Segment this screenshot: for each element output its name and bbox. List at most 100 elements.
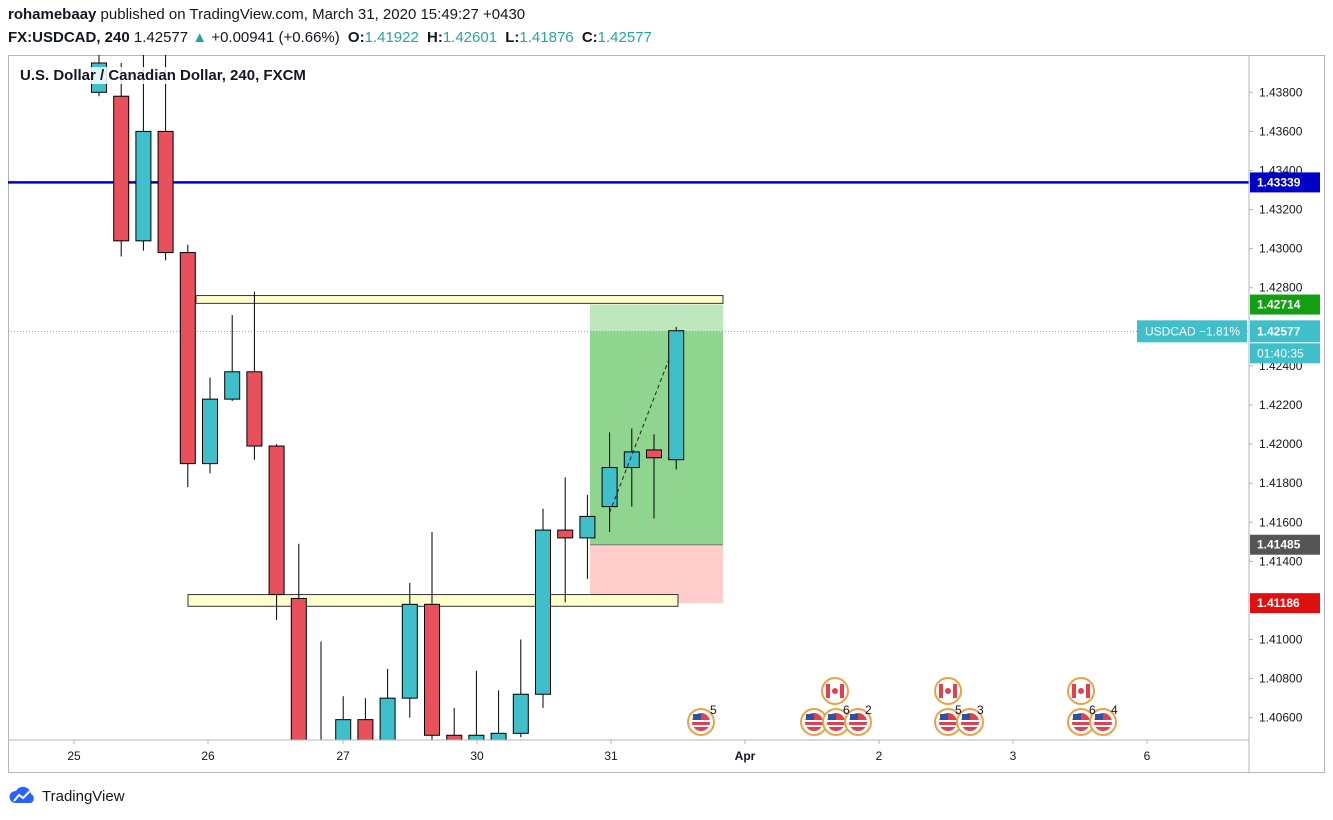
candle-body — [314, 767, 329, 768]
us-flag-icon — [687, 708, 715, 736]
us-flag-icon-canton — [806, 714, 814, 720]
price-label-target-box — [1250, 294, 1320, 315]
last-price: 1.42577 — [133, 29, 189, 46]
us-flag-icon-stripe — [1072, 720, 1090, 722]
candle-body — [246, 371, 263, 447]
candle — [601, 432, 618, 533]
y-tick-label: 1.43600 — [1259, 124, 1303, 138]
candle-body — [512, 693, 529, 734]
us-flag-icon-stripe — [692, 720, 710, 722]
us-flag-icon — [822, 708, 850, 736]
candle — [113, 63, 130, 257]
candle-body — [490, 732, 507, 740]
y-tick-label: 1.43200 — [1259, 203, 1303, 217]
countdown-box — [1250, 343, 1320, 364]
us-flag-icon — [1089, 708, 1117, 736]
candle-body — [224, 371, 241, 400]
canada-flag-icon-leaf — [945, 688, 951, 694]
published-text: published on TradingView.com, March 31, … — [100, 6, 526, 23]
event-count-label: 5 — [710, 703, 717, 717]
us-flag-icon — [956, 708, 984, 736]
x-tick-label: Apr — [735, 749, 756, 763]
candle-body — [379, 697, 396, 740]
price-label-target: 1.42714 — [1257, 298, 1301, 312]
us-flag-icon-stripe — [939, 725, 957, 727]
candle — [557, 477, 574, 603]
candle-body — [335, 719, 352, 740]
canada-flag-icon-leaf — [1078, 688, 1084, 694]
symbol-change-box — [1137, 320, 1247, 343]
publish-info: rohamebaay published on TradingView.com,… — [8, 6, 525, 23]
high-label: H: — [427, 29, 443, 46]
candle-body — [557, 529, 574, 539]
y-tick-label: 1.40600 — [1259, 711, 1303, 725]
event-count-label: 5 — [955, 703, 962, 717]
candle-body — [468, 734, 485, 740]
canada-flag-icon-bar — [840, 684, 844, 698]
low-label: L: — [505, 29, 520, 46]
canada-flag-icon-bar — [1072, 684, 1076, 698]
candle — [135, 55, 152, 251]
countdown-label: 01:40:35 — [1257, 346, 1304, 360]
candle-body — [446, 734, 463, 740]
symbol-label: FX:USDCAD, 240 — [8, 29, 130, 46]
events-layer: 5 6 2 5 3 6 4 — [687, 677, 1118, 736]
resistance-zone — [195, 295, 724, 304]
candle-body — [179, 252, 196, 465]
us-flag-icon-stripe — [827, 720, 845, 722]
candle — [157, 55, 174, 261]
candle-body — [668, 330, 685, 461]
canada-flag-icon-bar — [826, 684, 830, 698]
tradingview-logo[interactable]: TradingView — [8, 786, 125, 806]
candle-body — [157, 130, 174, 254]
us-flag-icon-stripe — [1094, 720, 1112, 722]
y-tick-label: 1.42800 — [1259, 281, 1303, 295]
x-tick-label: 3 — [1010, 749, 1017, 763]
candle — [446, 707, 463, 740]
symbol-ohlc-line: FX:USDCAD, 240 1.42577 ▲ +0.00941 (+0.66… — [8, 29, 652, 46]
canada-flag-icon — [934, 677, 962, 705]
us-flag-icon-canton — [693, 714, 701, 720]
candle — [290, 543, 307, 740]
candle-body — [113, 95, 130, 242]
candle-body — [268, 445, 285, 596]
us-flag-icon-stripe — [827, 725, 845, 727]
candle — [357, 698, 374, 740]
event-count-label: 4 — [1111, 703, 1118, 717]
us-flag-icon-canton — [828, 714, 836, 720]
price-label-stop-box — [1250, 593, 1320, 614]
us-flag-icon-canton — [962, 714, 970, 720]
open-label: O: — [347, 29, 365, 46]
candle — [314, 641, 329, 768]
canada-flag-icon — [821, 677, 849, 705]
price-label-blue-line-box — [1250, 172, 1320, 193]
y-tick-label: 1.42200 — [1259, 398, 1303, 412]
event-count-label: 2 — [865, 703, 872, 717]
y-tick-label: 1.41000 — [1259, 633, 1303, 647]
us-flag-icon-stripe — [939, 720, 957, 722]
tradingview-cloud-icon — [9, 786, 34, 803]
canada-flag-icon — [1067, 677, 1095, 705]
x-tick-label: 27 — [336, 749, 350, 763]
candle — [468, 670, 485, 740]
price-label-blue-line: 1.43339 — [1257, 175, 1301, 189]
candle-body — [357, 719, 374, 740]
candle — [401, 582, 418, 718]
candle-body — [401, 603, 418, 699]
event-count-label: 6 — [843, 703, 850, 717]
price-label-stop: 1.41186 — [1257, 596, 1300, 610]
candle — [623, 428, 640, 507]
symbol-change-label: USDCAD −1.81% — [1145, 324, 1240, 338]
author-name[interactable]: rohamebaay — [8, 6, 97, 23]
position-loss-zone — [590, 544, 723, 604]
y-tick-label: 1.40800 — [1259, 672, 1303, 686]
us-flag-icon-stripe — [849, 725, 867, 727]
candle — [202, 377, 218, 474]
y-tick-label: 1.43800 — [1259, 85, 1303, 99]
us-flag-icon-stripe — [1072, 725, 1090, 727]
us-flag-icon-stripe — [849, 720, 867, 722]
candle — [179, 244, 196, 488]
candle — [379, 668, 396, 740]
candle-body — [202, 398, 218, 465]
